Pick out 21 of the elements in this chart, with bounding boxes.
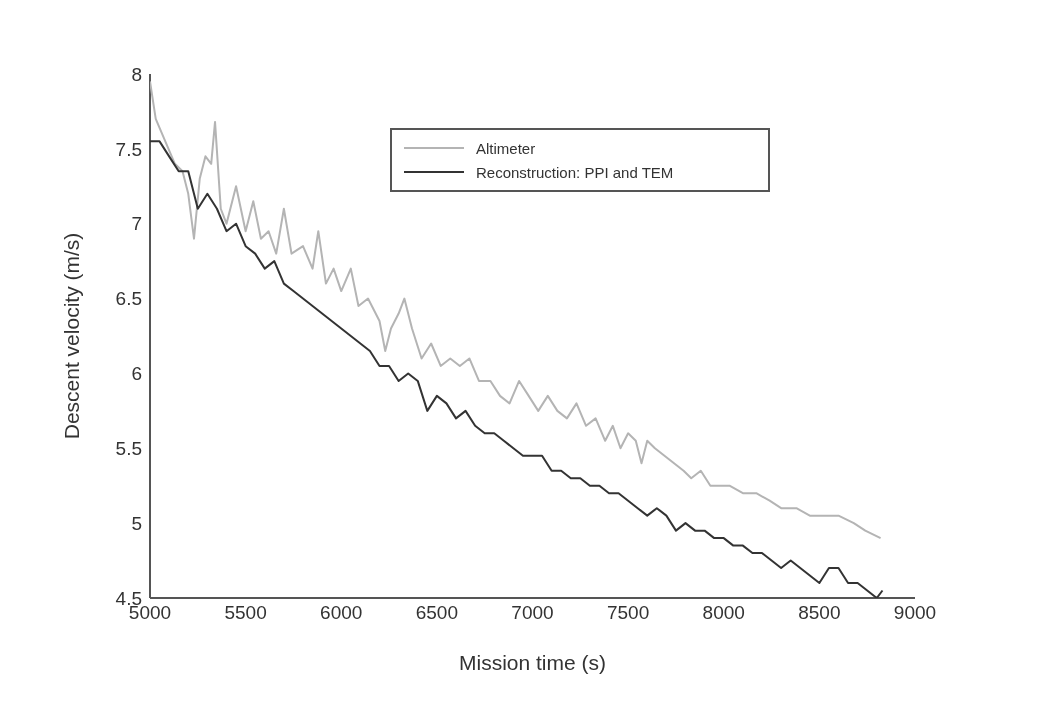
x-tick-label: 7500: [606, 602, 650, 624]
legend-label: Reconstruction: PPI and TEM: [476, 163, 674, 181]
y-tick-label: 6.5: [115, 288, 142, 310]
legend-label: Altimeter: [476, 139, 536, 157]
y-tick-label: 6: [131, 363, 142, 385]
y-tick-label: 7.5: [115, 138, 142, 160]
x-axis-title: Mission time (s): [458, 651, 607, 674]
line-series: [150, 140, 884, 598]
x-tick-label: 9000: [893, 602, 937, 624]
y-tick-label: 5: [131, 512, 142, 534]
x-tick-label: 6000: [320, 602, 363, 624]
y-tick-label: 8: [131, 63, 142, 85]
y-tick-label: 7: [131, 213, 142, 235]
x-tick-label: 5500: [224, 602, 267, 624]
x-tick-label: 6500: [415, 602, 459, 624]
x-tick-label: 8500: [798, 602, 841, 624]
y-tick-label: 5.5: [115, 438, 142, 460]
x-tick-label: 8000: [702, 602, 745, 624]
x-tick-label: 7000: [511, 602, 554, 624]
y-axis-title: Descent velocity (m/s): [60, 232, 84, 440]
line-series: [150, 80, 882, 540]
